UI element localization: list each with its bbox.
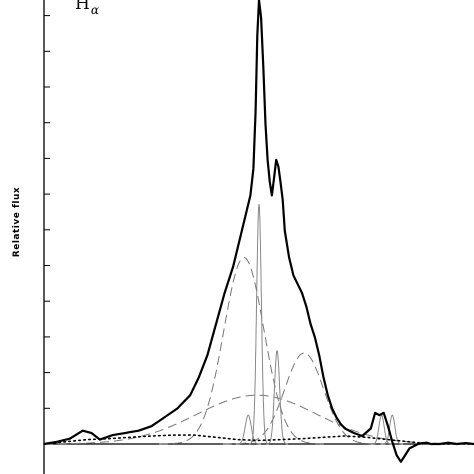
- panel-label: Hα: [75, 0, 99, 17]
- series-observed-0: [43, 0, 474, 463]
- series-component-very-broad-3: [44, 394, 474, 445]
- series-residual-9: [43, 434, 474, 445]
- series-component-narrow-8: [381, 414, 404, 445]
- series-component-narrow-4: [248, 204, 270, 445]
- axes: [43, 0, 474, 474]
- residual-layer: [43, 434, 474, 445]
- panel-label-main: H: [75, 0, 90, 14]
- y-axis-label: Relative flux: [12, 186, 22, 258]
- series-component-broad-blue-1: [159, 256, 329, 445]
- fit-components: [44, 204, 474, 445]
- series-component-narrow-6: [235, 414, 261, 445]
- series-component-narrow-5: [266, 350, 288, 445]
- observed-layer: [43, 0, 474, 463]
- series-component-broad-red-2: [222, 352, 386, 445]
- panel-label-subscript: α: [90, 3, 99, 17]
